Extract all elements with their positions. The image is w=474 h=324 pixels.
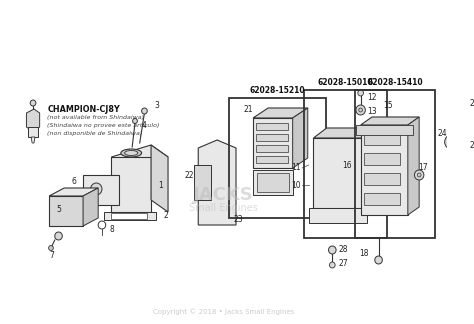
Circle shape	[329, 262, 335, 268]
Polygon shape	[292, 108, 308, 168]
Polygon shape	[49, 188, 98, 196]
Polygon shape	[313, 128, 376, 138]
Bar	[83, 175, 119, 205]
Polygon shape	[31, 137, 35, 143]
Text: 21: 21	[244, 106, 253, 114]
Polygon shape	[313, 138, 363, 208]
Text: 18: 18	[360, 249, 369, 258]
Bar	[111, 157, 151, 212]
Circle shape	[49, 246, 54, 250]
Bar	[229, 98, 326, 218]
Bar	[304, 90, 387, 238]
Text: 8: 8	[109, 226, 114, 235]
Circle shape	[359, 108, 363, 112]
Polygon shape	[111, 145, 168, 169]
Circle shape	[448, 139, 454, 145]
Text: 12: 12	[367, 94, 377, 102]
Bar	[111, 213, 147, 219]
Polygon shape	[198, 140, 236, 225]
Bar	[309, 208, 367, 223]
Circle shape	[417, 173, 421, 177]
Text: 62028-15410: 62028-15410	[367, 78, 423, 87]
Text: 6: 6	[71, 178, 76, 187]
Circle shape	[328, 246, 336, 254]
Text: 62028-15010: 62028-15010	[318, 78, 374, 87]
Circle shape	[445, 135, 458, 149]
Text: 16: 16	[343, 160, 352, 169]
Polygon shape	[408, 117, 419, 215]
Text: (Shindaiwa no provee este artículo): (Shindaiwa no provee este artículo)	[47, 123, 160, 129]
Polygon shape	[253, 108, 308, 118]
Text: 13: 13	[367, 108, 377, 117]
Text: CHAMPION-CJ8Y: CHAMPION-CJ8Y	[47, 105, 120, 114]
Polygon shape	[28, 127, 38, 137]
Text: 22: 22	[184, 170, 193, 179]
Bar	[256, 123, 288, 130]
Text: Small Engines: Small Engines	[189, 203, 258, 213]
Text: 15: 15	[383, 100, 393, 110]
Circle shape	[375, 256, 383, 264]
Text: 17: 17	[418, 164, 428, 172]
Text: 7: 7	[49, 250, 55, 260]
Polygon shape	[27, 109, 40, 131]
Polygon shape	[49, 196, 83, 226]
Ellipse shape	[125, 151, 138, 156]
Polygon shape	[253, 118, 292, 168]
Polygon shape	[361, 125, 408, 215]
Bar	[355, 90, 435, 238]
Polygon shape	[356, 125, 412, 135]
Text: 11: 11	[292, 164, 301, 172]
Circle shape	[414, 170, 424, 180]
Bar	[193, 165, 210, 200]
Polygon shape	[83, 188, 98, 226]
Circle shape	[91, 183, 102, 195]
Circle shape	[55, 232, 62, 240]
Circle shape	[30, 100, 36, 106]
Circle shape	[133, 119, 137, 123]
Bar	[256, 145, 288, 152]
Text: 26: 26	[469, 141, 474, 149]
Polygon shape	[361, 117, 419, 125]
Text: 10: 10	[292, 180, 301, 190]
Bar	[365, 133, 400, 145]
Bar	[365, 193, 400, 205]
Text: (not available from Shindaiwa): (not available from Shindaiwa)	[47, 115, 144, 120]
Text: (non disponible de Shindaiwa): (non disponible de Shindaiwa)	[47, 131, 143, 136]
Text: 1: 1	[158, 180, 163, 190]
Text: Copyright © 2018 • Jacks Small Engines: Copyright © 2018 • Jacks Small Engines	[153, 309, 294, 315]
Circle shape	[142, 108, 147, 114]
Text: 2: 2	[164, 212, 169, 221]
Polygon shape	[363, 128, 376, 208]
Circle shape	[358, 90, 364, 96]
Bar	[257, 173, 289, 192]
Text: 5: 5	[56, 205, 61, 214]
Text: 3: 3	[154, 100, 159, 110]
Text: 24: 24	[437, 129, 447, 137]
Circle shape	[356, 105, 365, 115]
Bar	[253, 170, 292, 195]
Text: 28: 28	[339, 246, 348, 254]
Bar	[365, 173, 400, 185]
Bar	[104, 212, 156, 220]
Ellipse shape	[121, 149, 142, 157]
Text: 4: 4	[142, 121, 147, 130]
Text: 27: 27	[339, 260, 348, 269]
Text: 23: 23	[233, 215, 243, 225]
Text: JACKS: JACKS	[193, 186, 254, 204]
Bar	[256, 134, 288, 141]
Text: 62028-15210: 62028-15210	[250, 86, 305, 95]
Polygon shape	[151, 145, 168, 212]
Text: 25: 25	[469, 99, 474, 109]
Bar	[365, 153, 400, 165]
Bar	[256, 156, 288, 163]
